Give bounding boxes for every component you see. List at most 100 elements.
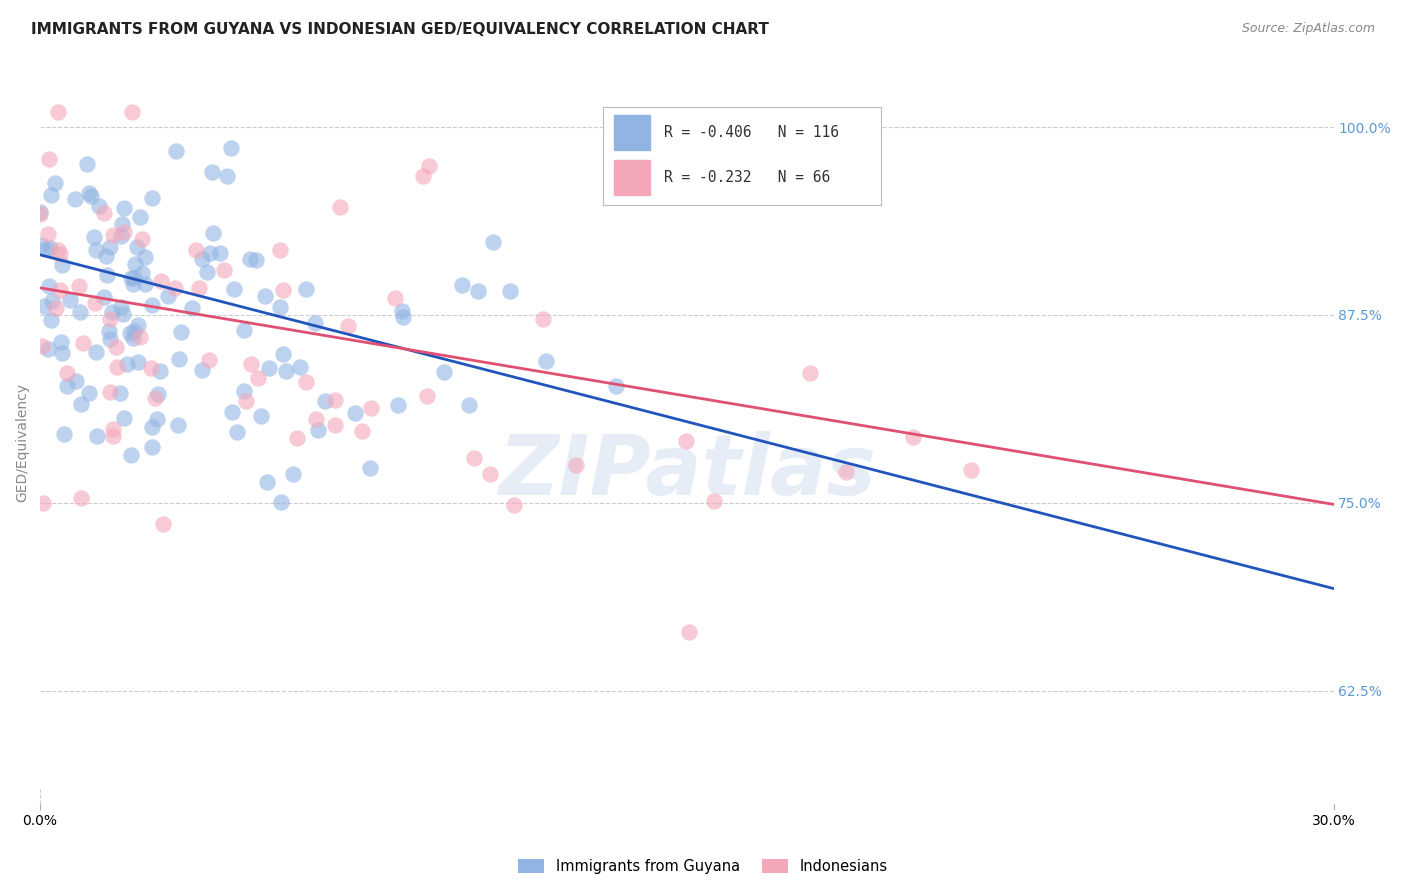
Point <box>118 326 141 340</box>
Point <box>46 105 69 120</box>
Point <box>256 475 278 489</box>
Point <box>288 359 311 374</box>
Point <box>384 291 406 305</box>
Point <box>98 312 121 326</box>
Point <box>122 271 145 285</box>
Y-axis label: GED/Equivalency: GED/Equivalency <box>15 384 30 502</box>
Point <box>110 300 132 314</box>
Point <box>97 324 120 338</box>
Point <box>433 365 456 379</box>
Point <box>48 283 70 297</box>
Point <box>84 295 107 310</box>
Point <box>502 499 524 513</box>
Point <box>35 242 58 256</box>
Point <box>96 268 118 282</box>
Point <box>304 316 326 330</box>
Point <box>128 330 150 344</box>
Point <box>281 467 304 482</box>
Point <box>269 243 291 257</box>
Point <box>98 240 121 254</box>
Point <box>127 318 149 332</box>
Point <box>134 250 156 264</box>
Point <box>295 282 318 296</box>
Point <box>323 392 346 407</box>
Point <box>834 465 856 479</box>
Point <box>98 385 121 400</box>
Point <box>222 282 245 296</box>
Point <box>181 301 204 315</box>
Point <box>212 262 235 277</box>
Point <box>65 374 87 388</box>
Point <box>215 169 238 184</box>
Point <box>122 277 145 292</box>
Point <box>103 429 125 443</box>
Point <box>76 157 98 171</box>
Point <box>51 335 73 350</box>
Point <box>167 352 190 367</box>
Point <box>198 246 221 260</box>
Point <box>257 360 280 375</box>
Point <box>30 207 52 221</box>
Point <box>675 434 697 448</box>
Point <box>45 301 67 316</box>
Point <box>121 105 143 120</box>
Point <box>100 332 122 346</box>
Point <box>112 226 135 240</box>
Point <box>170 326 193 340</box>
Point <box>323 417 346 432</box>
Legend: Immigrants from Guyana, Indonesians: Immigrants from Guyana, Indonesians <box>512 854 894 880</box>
Point <box>131 266 153 280</box>
Point <box>80 188 103 202</box>
Point <box>56 379 79 393</box>
Point <box>110 228 132 243</box>
Point <box>305 412 328 426</box>
Point <box>481 235 503 249</box>
Point <box>30 205 52 219</box>
Point <box>463 450 485 465</box>
Point <box>233 384 256 398</box>
Point <box>467 284 489 298</box>
Point <box>246 370 269 384</box>
Point <box>46 243 69 257</box>
Point <box>41 294 63 309</box>
Point <box>273 347 295 361</box>
Point <box>703 494 725 508</box>
Point <box>112 201 135 215</box>
Point <box>129 210 152 224</box>
Point <box>59 293 82 308</box>
Point <box>84 344 107 359</box>
Point <box>39 241 62 255</box>
Point <box>94 249 117 263</box>
Point <box>336 319 359 334</box>
Point <box>49 247 72 261</box>
Point <box>451 277 474 292</box>
Point <box>51 258 73 272</box>
Point <box>225 425 247 439</box>
Point <box>360 401 382 415</box>
Text: ZIPatlas: ZIPatlas <box>498 431 876 512</box>
Point <box>104 340 127 354</box>
Point <box>69 491 91 505</box>
Point <box>143 391 166 405</box>
Point <box>352 425 374 439</box>
Point <box>72 336 94 351</box>
Point <box>124 257 146 271</box>
Point <box>412 169 434 183</box>
Point <box>31 496 53 510</box>
Point <box>186 243 208 257</box>
Point <box>141 440 163 454</box>
Point <box>391 310 413 324</box>
Point <box>285 431 308 445</box>
Point <box>32 299 55 313</box>
Point <box>415 388 437 402</box>
Point <box>201 165 224 179</box>
Point <box>235 394 257 409</box>
Point <box>202 227 225 241</box>
Point <box>86 429 108 443</box>
Point <box>39 188 62 202</box>
Point <box>101 228 124 243</box>
Point <box>208 246 231 260</box>
Point <box>152 516 174 531</box>
Point <box>115 357 138 371</box>
Point <box>233 323 256 337</box>
